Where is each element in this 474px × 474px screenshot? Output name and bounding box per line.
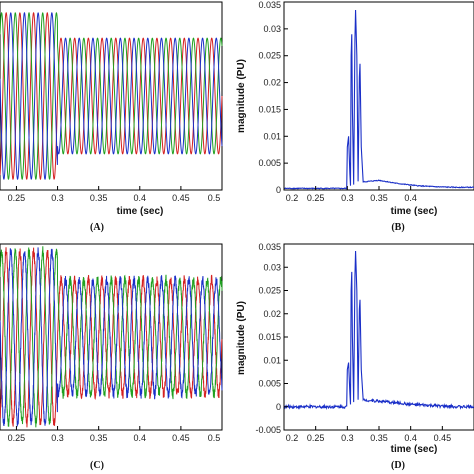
x-tick-label: 0.45 <box>434 433 452 443</box>
x-tick-label: 0.35 <box>370 193 388 203</box>
x-tick-label: 0.2 <box>286 193 299 203</box>
x-tick-label: 0.4 <box>134 433 147 443</box>
panel-b-x-ticks: 0.2 0.25 0.3 0.35 0.4 <box>283 186 417 203</box>
y-tick-label: 0.03 <box>263 262 281 272</box>
panel-c: 0.25 0.3 0.35 0.4 0.45 0.5 (C) <box>0 243 223 471</box>
x-tick-label: 0.35 <box>90 433 108 443</box>
y-tick-label: 0.02 <box>263 78 281 88</box>
x-tick-label: 0.3 <box>341 433 354 443</box>
phase-waveform-line <box>0 246 223 428</box>
x-tick-label: 0.45 <box>172 433 190 443</box>
y-tick-label: 0.005 <box>258 379 281 389</box>
y-tick-label: 0.015 <box>258 332 281 342</box>
x-tick-label: 0.5 <box>208 193 221 203</box>
y-tick-label: 0.015 <box>258 104 281 114</box>
panel-c-label: (C) <box>90 460 104 471</box>
x-tick-label: 0.35 <box>370 433 388 443</box>
panel-b-ylabel: magnitude (PU) <box>236 59 247 133</box>
panel-d-x-ticks: 0.2 0.25 0.3 0.35 0.4 0.45 <box>283 426 452 443</box>
x-tick-label: 0.4 <box>404 193 417 203</box>
x-tick-label: 0.25 <box>8 193 26 203</box>
panel-b: 0.2 0.25 0.3 0.35 0.4 0 0.005 0.01 0.015 0.02 0.0… <box>236 0 474 233</box>
panel-b-y-ticks: 0 0.005 0.01 0.015 0.02 0.025 0.03 0.035 <box>258 0 288 195</box>
y-tick-label: 0.02 <box>263 309 281 319</box>
x-tick-label: 0.25 <box>8 433 26 443</box>
y-tick-label: 0.035 <box>258 242 281 252</box>
panel-a-axes <box>0 1 223 191</box>
phase-waveform-line <box>0 12 223 180</box>
phase-waveform-line <box>0 247 223 427</box>
panel-b-lines <box>283 10 474 190</box>
y-tick-label: 0.025 <box>258 51 281 61</box>
panel-a-x-ticks: 0.25 0.3 0.35 0.4 0.45 0.5 <box>8 186 223 203</box>
x-tick-label: 0.25 <box>307 193 325 203</box>
phase-waveform-line <box>0 12 223 180</box>
x-tick-label: 0.3 <box>341 193 354 203</box>
panel-b-axes <box>283 1 474 191</box>
magnitude-line <box>283 10 474 190</box>
y-tick-label: 0.005 <box>258 158 281 168</box>
panel-b-label: (B) <box>391 222 404 233</box>
y-tick-label: 0.01 <box>263 131 281 141</box>
magnitude-line <box>283 250 474 411</box>
x-tick-label: 0.3 <box>51 433 64 443</box>
panel-d-xlabel: time (sec) <box>391 444 438 455</box>
panel-c-lines <box>0 246 223 428</box>
y-tick-label: 0 <box>276 185 281 195</box>
y-tick-label: 0.03 <box>263 24 281 34</box>
y-tick-label: 0 <box>276 402 281 412</box>
y-tick-label: -0.005 <box>255 425 281 435</box>
panel-a: 0.25 0.3 0.35 0.4 0.45 0.5 time (sec) (A) <box>0 1 223 233</box>
x-tick-label: 0.2 <box>286 433 299 443</box>
panel-d-ylabel: magnitude (PU) <box>236 301 247 375</box>
x-tick-label: 0.5 <box>208 433 221 443</box>
panel-d-label: (D) <box>391 460 405 471</box>
y-tick-label: 0.01 <box>263 355 281 365</box>
x-tick-label: 0.4 <box>404 433 417 443</box>
panel-d-y-ticks: -0.005 0 0.005 0.01 0.015 0.02 0.025 0.03 0.035 <box>255 242 288 435</box>
panel-c-axes <box>0 243 223 431</box>
x-tick-label: 0.25 <box>307 433 325 443</box>
panel-b-xlabel: time (sec) <box>391 206 438 217</box>
panel-c-x-ticks: 0.25 0.3 0.35 0.4 0.45 0.5 <box>8 426 223 443</box>
y-tick-label: 0.025 <box>258 286 281 296</box>
x-tick-label: 0.3 <box>51 193 64 203</box>
x-tick-label: 0.4 <box>134 193 147 203</box>
panel-d: 0.2 0.25 0.3 0.35 0.4 0.45 -0.005 0 0.005 0.01 0.… <box>236 242 474 471</box>
x-tick-label: 0.35 <box>90 193 108 203</box>
panel-a-xlabel: time (sec) <box>117 206 164 217</box>
y-tick-label: 0.035 <box>258 0 281 10</box>
panel-a-lines <box>0 12 223 180</box>
panel-a-label: (A) <box>90 222 104 233</box>
panel-d-lines <box>283 250 474 411</box>
x-tick-label: 0.45 <box>172 193 190 203</box>
